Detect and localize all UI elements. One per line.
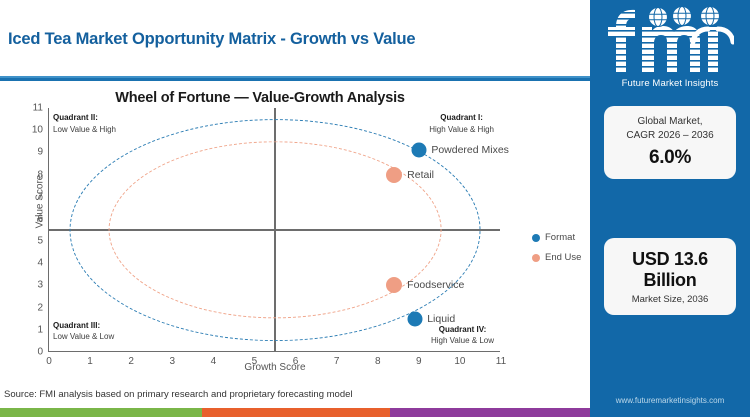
y-axis-tick: 0 (37, 346, 43, 358)
quadrant-label-q3: Quadrant III: Low Value & Low (53, 320, 114, 343)
y-axis-tick: 11 (32, 102, 43, 114)
header-divider-highlight (0, 76, 590, 78)
data-point-label: Liquid (427, 312, 456, 325)
x-axis-tick: 7 (333, 356, 340, 367)
x-axis-tick: 8 (374, 356, 381, 367)
legend-dot-icon (532, 233, 540, 242)
logo-subtitle: Future Market Insights (621, 78, 719, 89)
y-axis-tick: 5 (37, 235, 43, 247)
x-axis-tick: 1 (87, 356, 93, 367)
market-size-value-line1: USD 13.6 (632, 249, 708, 269)
color-bar-segment-purple (390, 408, 590, 417)
y-axis-tick: 6 (37, 213, 43, 225)
chart-legend: Format End Use (532, 232, 592, 272)
source-note: Source: FMI analysis based on primary re… (4, 389, 353, 400)
quadrant-subtitle: Low Value & Low (53, 332, 115, 342)
legend-item-format: Format (532, 232, 592, 243)
website-url: www.futuremarketinsights.com (615, 396, 725, 405)
plot-area: Value Score Growth Score 0 1 2 3 4 5 6 7 8 9 10 11 0… (32, 103, 509, 374)
sidebar: Future Market Insights Global Market, CA… (590, 0, 750, 417)
quadrant-subtitle: Low Value & High (53, 124, 116, 134)
header-divider (0, 76, 590, 81)
x-axis-tick: 2 (128, 356, 134, 367)
x-axis-tick: 11 (495, 356, 507, 367)
y-axis-tick: 2 (37, 302, 43, 314)
color-bar-segment-green (0, 408, 202, 417)
market-size-value-line2: Billion (643, 269, 697, 290)
legend-item-end-use: End Use (532, 252, 592, 263)
quadrant-title: Quadrant IV: (438, 324, 487, 334)
quadrant-label-q1: Quadrant I: High Value & High (429, 112, 494, 135)
quadrant-title: Quadrant III: (53, 320, 101, 330)
cagr-caption-line2: CAGR 2026 – 2036 (626, 129, 714, 141)
x-axis-tick: 5 (251, 356, 258, 367)
y-axis-tick: 1 (37, 324, 43, 336)
market-size-card: USD 13.6 Billion Market Size, 2036 (604, 238, 736, 316)
legend-dot-icon (532, 253, 540, 262)
cagr-value: 6.0% (648, 147, 692, 168)
trend-ellipse (69, 119, 481, 341)
data-point-label: Powdered Mixes (431, 144, 509, 157)
x-axis-tick: 3 (169, 356, 176, 367)
fmi-logo: Future Market Insights (590, 6, 750, 89)
trend-ellipse (108, 141, 442, 319)
cagr-card: Global Market, CAGR 2026 – 2036 6.0% (604, 106, 736, 179)
fmi-logo-icon (608, 6, 734, 72)
data-point-retail[interactable] (386, 166, 403, 183)
quadrant-label-q4: Quadrant IV: High Value & Low (431, 324, 494, 347)
data-point-liquid[interactable] (407, 311, 423, 327)
cagr-caption-line1: Global Market, (637, 116, 703, 127)
y-axis-tick: 4 (37, 257, 43, 269)
legend-label: End Use (545, 252, 582, 263)
y-axis-tick: 9 (37, 146, 43, 158)
chart-container: Wheel of Fortune — Value-Growth Analysis… (0, 82, 590, 382)
page-title: Iced Tea Market Opportunity Matrix - Gro… (8, 29, 416, 48)
market-size-caption: Market Size, 2036 (631, 294, 709, 306)
x-axis-label: Growth Score (244, 362, 306, 373)
color-bar-segment-orange (202, 408, 390, 417)
quadrant-subtitle: High Value & High (429, 124, 494, 134)
y-axis-tick: 8 (37, 169, 43, 181)
y-axis-tick: 10 (31, 124, 43, 136)
quadrant-title: Quadrant II: (53, 113, 98, 122)
quadrant-title: Quadrant I: (440, 113, 483, 122)
legend-label: Format (545, 232, 576, 243)
chart-title: Wheel of Fortune — Value-Growth Analysis (115, 90, 405, 106)
quadrant-label-q2: Quadrant II: Low Value & High (53, 112, 116, 135)
x-axis-tick: 10 (454, 356, 466, 367)
data-point-foodservice[interactable] (386, 277, 403, 294)
quadrant-subtitle: High Value & Low (431, 336, 494, 346)
bottom-color-bar (0, 408, 590, 417)
data-point-label: Retail (407, 168, 435, 181)
y-axis-tick: 3 (37, 279, 43, 291)
x-axis-tick: 4 (210, 356, 217, 367)
x-axis-tick: 0 (46, 356, 52, 367)
header: Iced Tea Market Opportunity Matrix - Gro… (0, 0, 590, 78)
x-axis-tick: 9 (416, 356, 422, 367)
data-point-label: Foodservice (407, 279, 465, 292)
y-axis-tick: 7 (37, 191, 43, 203)
x-axis-tick: 6 (292, 356, 299, 367)
data-point-powdered-mixes[interactable] (411, 142, 427, 158)
